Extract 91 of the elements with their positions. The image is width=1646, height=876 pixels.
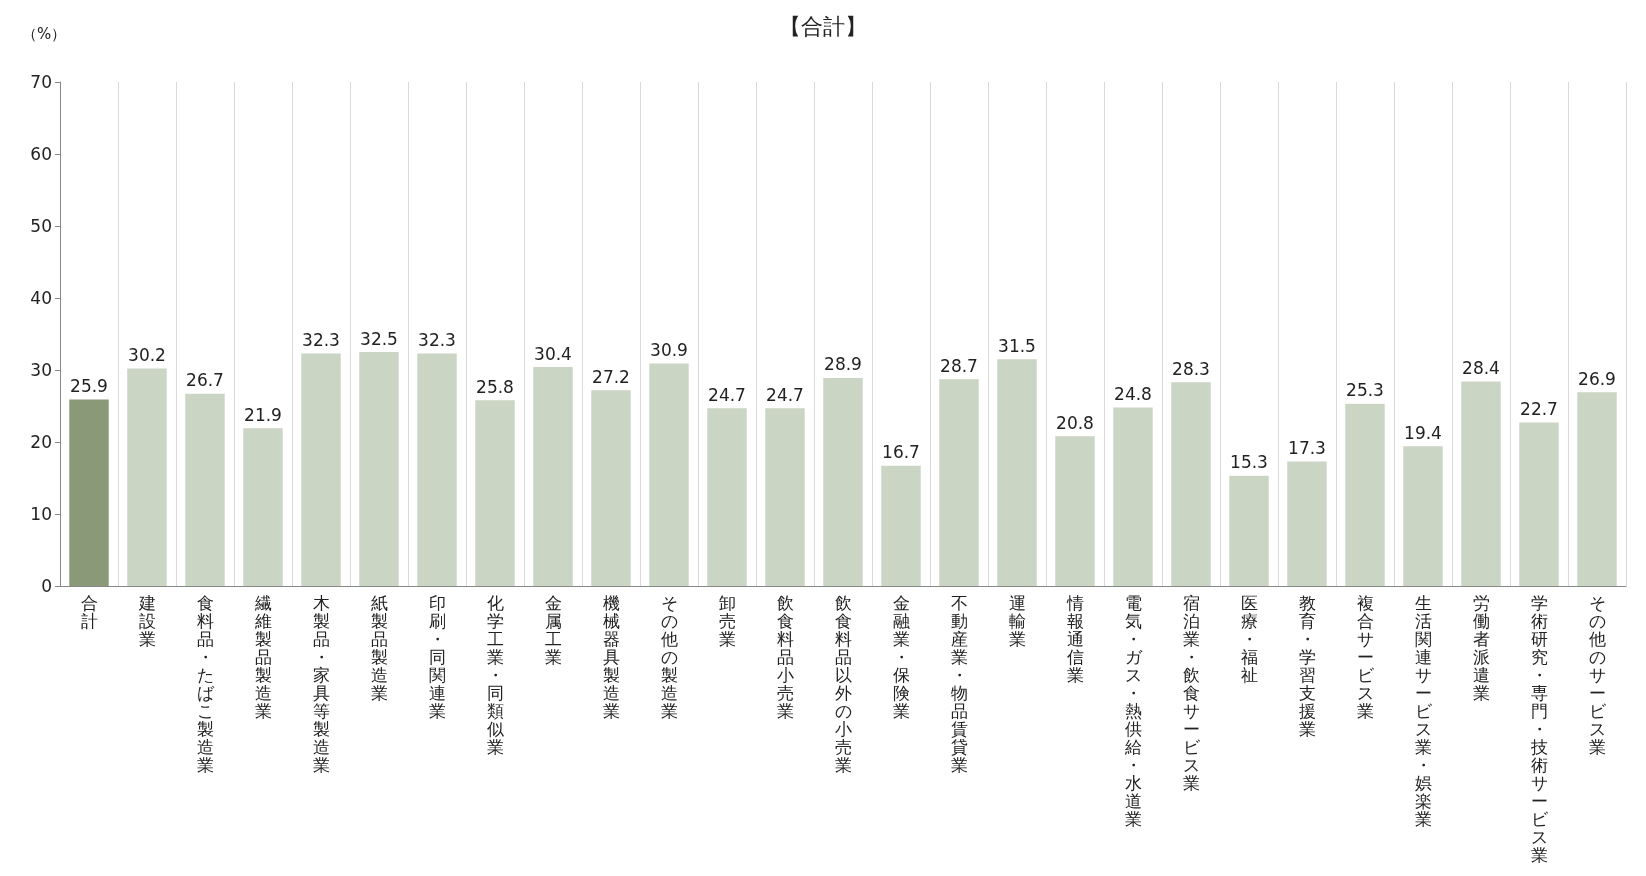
bar bbox=[1055, 436, 1095, 586]
data-label: 32.3 bbox=[418, 329, 456, 350]
data-label: 17.3 bbox=[1288, 437, 1326, 458]
bar bbox=[939, 379, 979, 586]
bar bbox=[649, 363, 689, 586]
x-tick-label: 卸売業 bbox=[718, 593, 736, 649]
data-label: 30.2 bbox=[128, 345, 166, 366]
bar bbox=[127, 368, 167, 586]
bar bbox=[475, 400, 515, 586]
bar bbox=[301, 353, 341, 586]
bar bbox=[1287, 461, 1327, 586]
data-label: 19.4 bbox=[1404, 422, 1442, 443]
bar bbox=[1345, 403, 1385, 586]
x-tick-label: 労働者派遣業 bbox=[1472, 593, 1490, 703]
bar bbox=[1113, 407, 1153, 586]
bar bbox=[881, 465, 921, 586]
x-tick-label: 医療・福祉 bbox=[1240, 593, 1258, 685]
category-label: 生活関連サービス業・娯楽業 bbox=[1414, 593, 1432, 829]
data-label: 28.7 bbox=[940, 355, 978, 376]
data-label: 24.7 bbox=[708, 384, 746, 405]
data-label: 16.7 bbox=[882, 442, 920, 463]
data-label: 25.8 bbox=[476, 376, 514, 397]
x-tick-label: 紙製品製造業 bbox=[370, 593, 388, 703]
data-label: 28.4 bbox=[1462, 358, 1500, 379]
bar bbox=[417, 353, 457, 586]
bar bbox=[997, 359, 1037, 586]
data-label: 27.2 bbox=[592, 366, 630, 387]
y-tick-label: 40 bbox=[30, 288, 52, 308]
x-tick-label: 金融業・保険業 bbox=[892, 593, 910, 721]
data-label: 20.8 bbox=[1056, 412, 1094, 433]
bar bbox=[69, 399, 109, 586]
x-tick-label: その他の製造業 bbox=[660, 593, 678, 721]
category-label: 化学工業・同類似業 bbox=[486, 593, 504, 757]
y-tick-label: 60 bbox=[30, 144, 52, 164]
y-tick-label: 50 bbox=[30, 216, 52, 236]
data-label: 28.3 bbox=[1172, 358, 1210, 379]
x-tick-label: 合計 bbox=[80, 593, 98, 631]
bar bbox=[1577, 392, 1617, 586]
x-tick-label: 複合サービス業 bbox=[1356, 593, 1375, 721]
data-label: 30.9 bbox=[650, 340, 688, 361]
data-label: 22.7 bbox=[1520, 399, 1558, 420]
x-tick-label: 建設業 bbox=[137, 593, 156, 649]
bar bbox=[591, 390, 631, 586]
y-tick-label: 20 bbox=[30, 432, 52, 452]
x-tick-label: 情報通信業 bbox=[1065, 593, 1084, 685]
data-label: 26.9 bbox=[1578, 368, 1616, 389]
bar bbox=[1229, 475, 1269, 586]
category-label: その他のサービス業 bbox=[1588, 593, 1606, 757]
bar bbox=[707, 408, 747, 586]
bar bbox=[533, 367, 573, 586]
data-label: 32.5 bbox=[360, 328, 398, 349]
category-label: 不動産業・物品賃貸業 bbox=[950, 593, 968, 775]
category-label: 学術研究・専門・技術サービス業 bbox=[1530, 593, 1548, 865]
data-label: 25.3 bbox=[1346, 380, 1384, 401]
x-tick-label: 運輸業 bbox=[1008, 593, 1026, 649]
x-tick-label: 繊維製品製造業 bbox=[253, 593, 272, 721]
bar bbox=[1403, 446, 1443, 586]
data-label: 24.8 bbox=[1114, 383, 1152, 404]
x-tick-label: 印刷・同関連業 bbox=[428, 593, 446, 721]
data-label: 31.5 bbox=[998, 335, 1036, 356]
bar bbox=[823, 377, 863, 586]
category-label: 電気・ガス・熱供給・水道業 bbox=[1124, 593, 1142, 829]
bar bbox=[1461, 381, 1501, 586]
category-label: 宿泊業・飲食サービス業 bbox=[1182, 593, 1200, 793]
data-label: 32.3 bbox=[302, 329, 340, 350]
bar bbox=[1171, 382, 1211, 586]
y-tick-label: 70 bbox=[30, 72, 52, 92]
y-tick-label: 10 bbox=[30, 504, 52, 524]
data-label: 30.4 bbox=[534, 343, 572, 364]
category-label: 食料品・たばこ製造業 bbox=[196, 593, 214, 775]
x-tick-label: 金属工業 bbox=[544, 593, 562, 667]
bar bbox=[185, 393, 225, 586]
data-label: 21.9 bbox=[244, 404, 282, 425]
y-axis-title: （%） bbox=[22, 24, 67, 43]
category-label: 木製品・家具等製造業 bbox=[312, 593, 330, 775]
y-tick-label: 0 bbox=[41, 576, 52, 596]
data-label: 15.3 bbox=[1230, 452, 1268, 473]
data-label: 28.9 bbox=[824, 354, 862, 375]
data-label: 26.7 bbox=[186, 370, 224, 391]
y-tick-label: 30 bbox=[30, 360, 52, 380]
chart-title: 【合計】 bbox=[779, 13, 867, 39]
bar bbox=[1519, 422, 1559, 586]
bar bbox=[359, 352, 399, 586]
bar bbox=[243, 428, 283, 586]
category-label: 飲食料品以外の小売業 bbox=[834, 593, 852, 775]
data-label: 24.7 bbox=[766, 384, 804, 405]
bar bbox=[765, 408, 805, 586]
x-tick-label: 教育・学習支援業 bbox=[1298, 593, 1316, 739]
data-label: 25.9 bbox=[70, 376, 108, 397]
x-tick-label: 機械器具製造業 bbox=[602, 593, 620, 721]
x-tick-label: 飲食料品小売業 bbox=[776, 593, 794, 721]
